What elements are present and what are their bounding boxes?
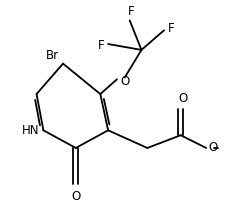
Text: O: O <box>207 141 216 155</box>
Text: O: O <box>71 190 80 203</box>
Text: O: O <box>119 75 129 88</box>
Text: Br: Br <box>46 49 59 62</box>
Text: O: O <box>177 92 186 105</box>
Text: F: F <box>167 22 174 35</box>
Text: F: F <box>97 39 104 53</box>
Text: F: F <box>128 5 134 17</box>
Text: HN: HN <box>22 124 39 137</box>
